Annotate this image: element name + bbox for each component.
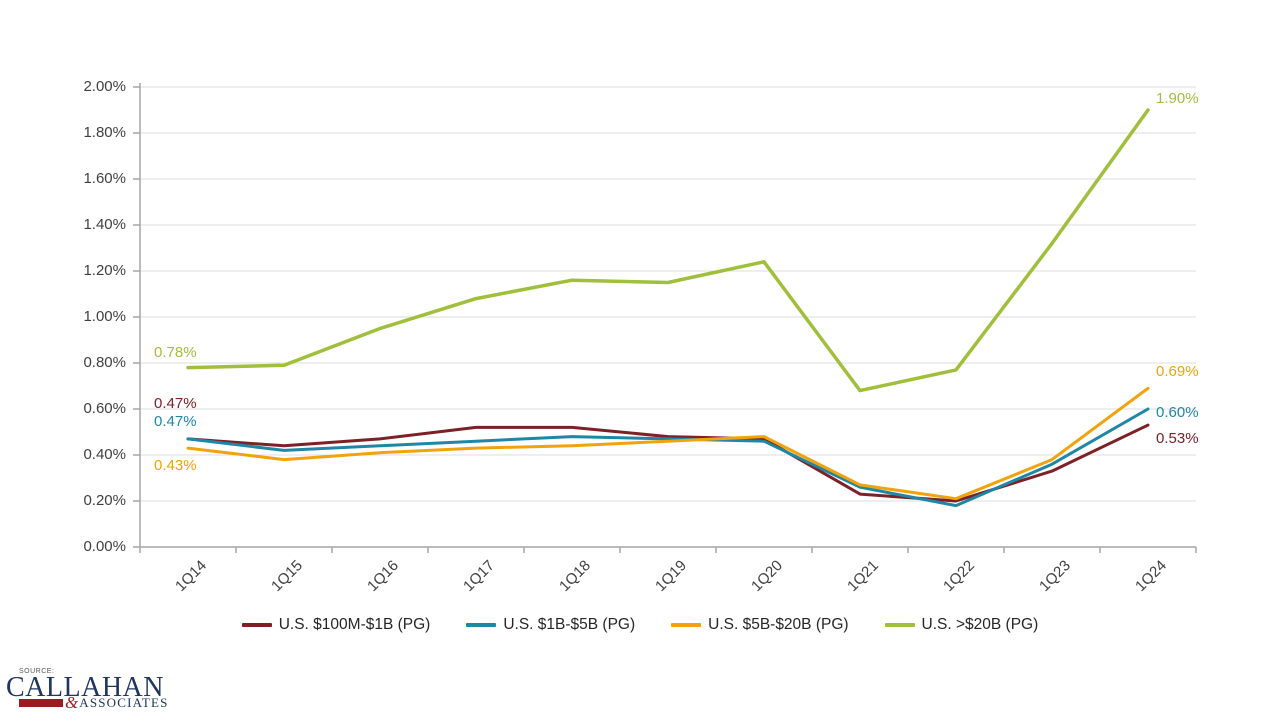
legend-label: U.S. >$20B (PG) [921, 616, 1039, 633]
y-tick-label: 0.80% [83, 354, 126, 371]
data-label: 1.90% [1156, 90, 1199, 107]
y-tick-label: 0.60% [83, 400, 126, 417]
legend-swatch [241, 623, 272, 627]
source-logo: SOURCE: CALLAHAN & ASSOCIATES [6, 668, 176, 712]
series-line-0 [186, 423, 1150, 503]
series-line-1 [186, 407, 1150, 508]
legend-item-0: U.S. $100M-$1B (PG) [241, 616, 431, 634]
y-tick-label: 0.00% [83, 538, 126, 555]
data-label: 0.60% [1156, 404, 1199, 421]
y-tick-label: 1.40% [83, 216, 126, 233]
y-tick-label: 0.20% [83, 492, 126, 509]
y-tick-label: 1.60% [83, 170, 126, 187]
y-tick-label: 1.80% [83, 124, 126, 141]
legend-swatch [466, 623, 497, 627]
brand-row: & ASSOCIATES [19, 693, 176, 712]
data-label: 0.47% [154, 395, 197, 412]
legend-swatch [671, 623, 702, 627]
legend-item-3: U.S. >$20B (PG) [884, 616, 1039, 634]
y-tick-label: 2.00% [83, 78, 126, 95]
legend-swatch [884, 623, 915, 627]
data-label: 0.78% [154, 344, 197, 361]
data-label: 0.43% [154, 457, 197, 474]
series-line-3 [186, 108, 1150, 393]
y-tick-label: 1.00% [83, 308, 126, 325]
series-line-2 [186, 386, 1150, 501]
legend-item-2: U.S. $5B-$20B (PG) [671, 616, 849, 634]
y-tick-label: 1.20% [83, 262, 126, 279]
chart-legend: U.S. $100M-$1B (PG) U.S. $1B-$5B (PG) U.S.… [0, 616, 1280, 634]
data-label: 0.47% [154, 413, 197, 430]
brand-name: CALLAHAN [6, 672, 164, 703]
legend-label: U.S. $5B-$20B (PG) [708, 616, 849, 633]
brand-ampersand: & [65, 693, 79, 712]
legend-label: U.S. $1B-$5B (PG) [503, 616, 636, 633]
data-label: 0.53% [1156, 430, 1199, 447]
legend-item-1: U.S. $1B-$5B (PG) [466, 616, 635, 634]
brand-bar [19, 699, 63, 707]
data-label: 0.69% [1156, 363, 1199, 380]
brand-associates: ASSOCIATES [79, 695, 169, 710]
source-label: SOURCE: [19, 668, 55, 675]
y-tick-label: 0.40% [83, 446, 126, 463]
legend-label: U.S. $100M-$1B (PG) [278, 616, 431, 633]
